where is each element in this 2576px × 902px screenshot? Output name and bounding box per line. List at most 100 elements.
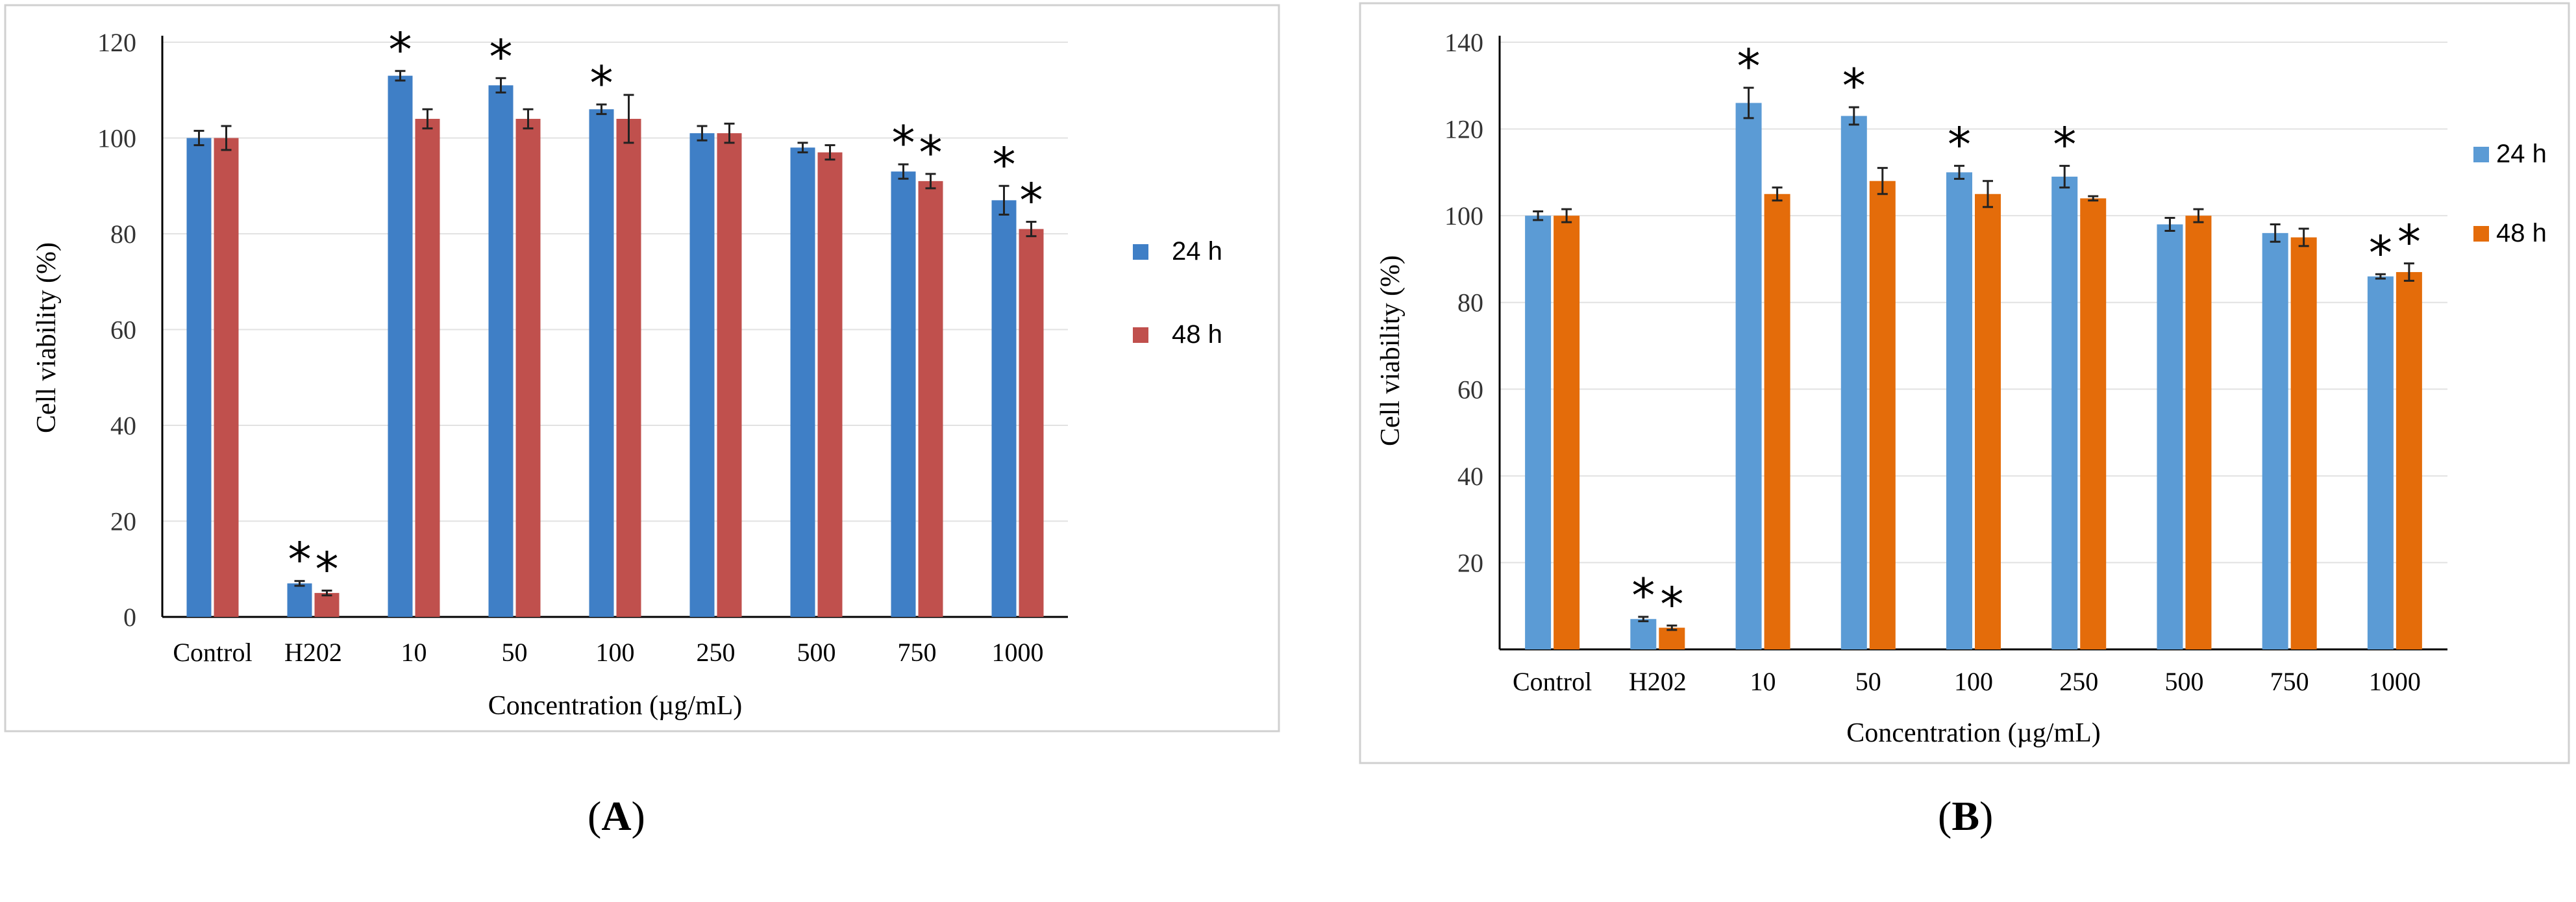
x-axis-title-b: Concentration (µg/mL)	[1846, 718, 2101, 748]
y-tick-label-a: 80	[110, 219, 136, 249]
chart-panel-a: 0 20 40 60 80 100 120 Control * * H202 * 10 * 50 * 100 25…	[4, 4, 1280, 733]
significance-asterisk-b: *	[1842, 58, 1866, 113]
bar-b-48h-H202	[1659, 627, 1685, 649]
y-tick-label-b: 60	[1457, 375, 1483, 404]
y-tick-label-b: 20	[1457, 548, 1483, 577]
panel-caption-a-letter: A	[601, 793, 632, 839]
significance-asterisk-a: *	[919, 125, 943, 180]
significance-asterisk-b: *	[2369, 225, 2392, 280]
bar-a-48h-H202	[314, 593, 340, 617]
bar-a-24h-100	[589, 109, 614, 617]
bar-b-48h-100	[1975, 194, 2001, 649]
significance-asterisk-b: *	[2397, 215, 2421, 269]
x-tick-label-a: 50	[502, 638, 528, 667]
bar-b-48h-1000	[2396, 271, 2422, 649]
legend-swatch-b	[2473, 147, 2489, 162]
bar-b-24h-100	[1946, 172, 1972, 649]
bar-a-48h-250	[717, 133, 742, 617]
bar-b-24h-10	[1735, 103, 1762, 649]
x-tick-label-a: 500	[797, 638, 836, 667]
bar-b-48h-500	[2185, 216, 2212, 650]
panel-caption-a: (A)	[588, 793, 645, 839]
bar-b-24h-50	[1840, 116, 1867, 650]
y-tick-label-b: 120	[1444, 115, 1483, 144]
y-tick-label-b: 100	[1444, 201, 1483, 231]
bar-b-48h-50	[1869, 181, 1896, 649]
chart-panel-b: 20 40 60 80 100 120 140 Control * * H202 * 10 * 50 * 100…	[1289, 0, 2576, 902]
bar-a-24h-10	[388, 75, 413, 617]
significance-asterisk-b: *	[2053, 117, 2076, 171]
bar-a-24h-H202	[287, 583, 312, 617]
bar-a-24h-250	[689, 133, 715, 617]
bar-a-48h-1000	[1019, 229, 1044, 617]
x-tick-label-b: 10	[1750, 667, 1776, 696]
legend-label-b: 24 h	[2496, 140, 2547, 168]
x-tick-label-b: 1000	[2369, 667, 2421, 696]
bar-b-48h-750	[2290, 237, 2317, 649]
x-tick-label-b: Control	[1513, 667, 1592, 696]
legend-label-a: 48 h	[1172, 320, 1222, 349]
y-axis-title-a: Cell viability (%)	[32, 242, 62, 433]
significance-asterisk-b: *	[1948, 117, 1971, 171]
y-tick-label-a: 100	[97, 124, 136, 153]
x-axis-title-a: Concentration (µg/mL)	[488, 691, 743, 721]
y-tick-label-a: 120	[97, 28, 136, 57]
y-tick-label-b: 140	[1444, 28, 1483, 57]
bar-a-48h-10	[415, 119, 440, 617]
y-tick-label-a: 40	[110, 411, 136, 440]
x-tick-label-b: 250	[2059, 667, 2098, 696]
bar-b-24h-1000	[2367, 276, 2394, 650]
legend-label-a: 24 h	[1172, 237, 1222, 266]
bar-a-24h-750	[891, 171, 916, 617]
bar-a-48h-750	[918, 181, 943, 617]
bar-a-24h-1000	[991, 200, 1017, 617]
significance-asterisk-b: *	[1737, 39, 1761, 94]
significance-asterisk-a: *	[489, 29, 513, 84]
bar-b-24h-H202	[1630, 619, 1657, 649]
significance-asterisk-b: *	[1660, 577, 1683, 631]
significance-asterisk-a: *	[1020, 173, 1043, 228]
bar-a-48h-100	[616, 119, 641, 617]
x-tick-label-a: 250	[697, 638, 736, 667]
bar-b-48h-Control	[1554, 216, 1580, 650]
y-tick-label-b: 40	[1457, 462, 1483, 491]
bar-b-48h-10	[1764, 194, 1790, 649]
significance-asterisk-a: *	[389, 22, 412, 77]
bar-b-24h-Control	[1525, 216, 1552, 650]
significance-asterisk-a: *	[316, 542, 339, 596]
bar-b-24h-750	[2262, 232, 2288, 649]
x-tick-label-a: Control	[173, 638, 252, 667]
legend-swatch-a	[1133, 244, 1148, 260]
bar-b-48h-250	[2080, 198, 2107, 649]
y-axis-title-b: Cell viability (%)	[1376, 255, 1406, 446]
bar-a-24h-50	[488, 85, 514, 617]
y-tick-label-b: 80	[1457, 288, 1483, 318]
panel-caption-b: (B)	[1938, 793, 1994, 839]
x-tick-label-b: H202	[1629, 667, 1687, 696]
bar-a-48h-500	[817, 152, 843, 617]
legend-swatch-b	[2473, 226, 2489, 242]
y-tick-label-a: 20	[110, 507, 136, 536]
significance-asterisk-a: *	[993, 137, 1016, 192]
significance-asterisk-a: *	[590, 56, 613, 110]
significance-asterisk-a: *	[288, 532, 312, 587]
legend-label-b: 48 h	[2496, 219, 2547, 247]
y-tick-label-a: 60	[110, 316, 136, 345]
x-tick-label-a: 750	[898, 638, 937, 667]
x-tick-label-b: 50	[1855, 667, 1881, 696]
bar-a-24h-500	[790, 147, 815, 617]
y-tick-label-a: 0	[123, 603, 136, 632]
x-tick-label-a: 10	[401, 638, 427, 667]
bar-a-48h-50	[515, 119, 541, 617]
x-tick-label-a: 100	[596, 638, 635, 667]
bar-a-24h-Control	[186, 138, 212, 617]
legend-swatch-a	[1133, 327, 1148, 343]
x-tick-label-b: 750	[2270, 667, 2309, 696]
x-tick-label-a: H202	[284, 638, 342, 667]
bar-a-48h-Control	[214, 138, 239, 617]
significance-asterisk-a: *	[892, 116, 915, 170]
panel-caption-b-letter: B	[1951, 793, 1979, 839]
significance-asterisk-b: *	[1631, 568, 1655, 623]
